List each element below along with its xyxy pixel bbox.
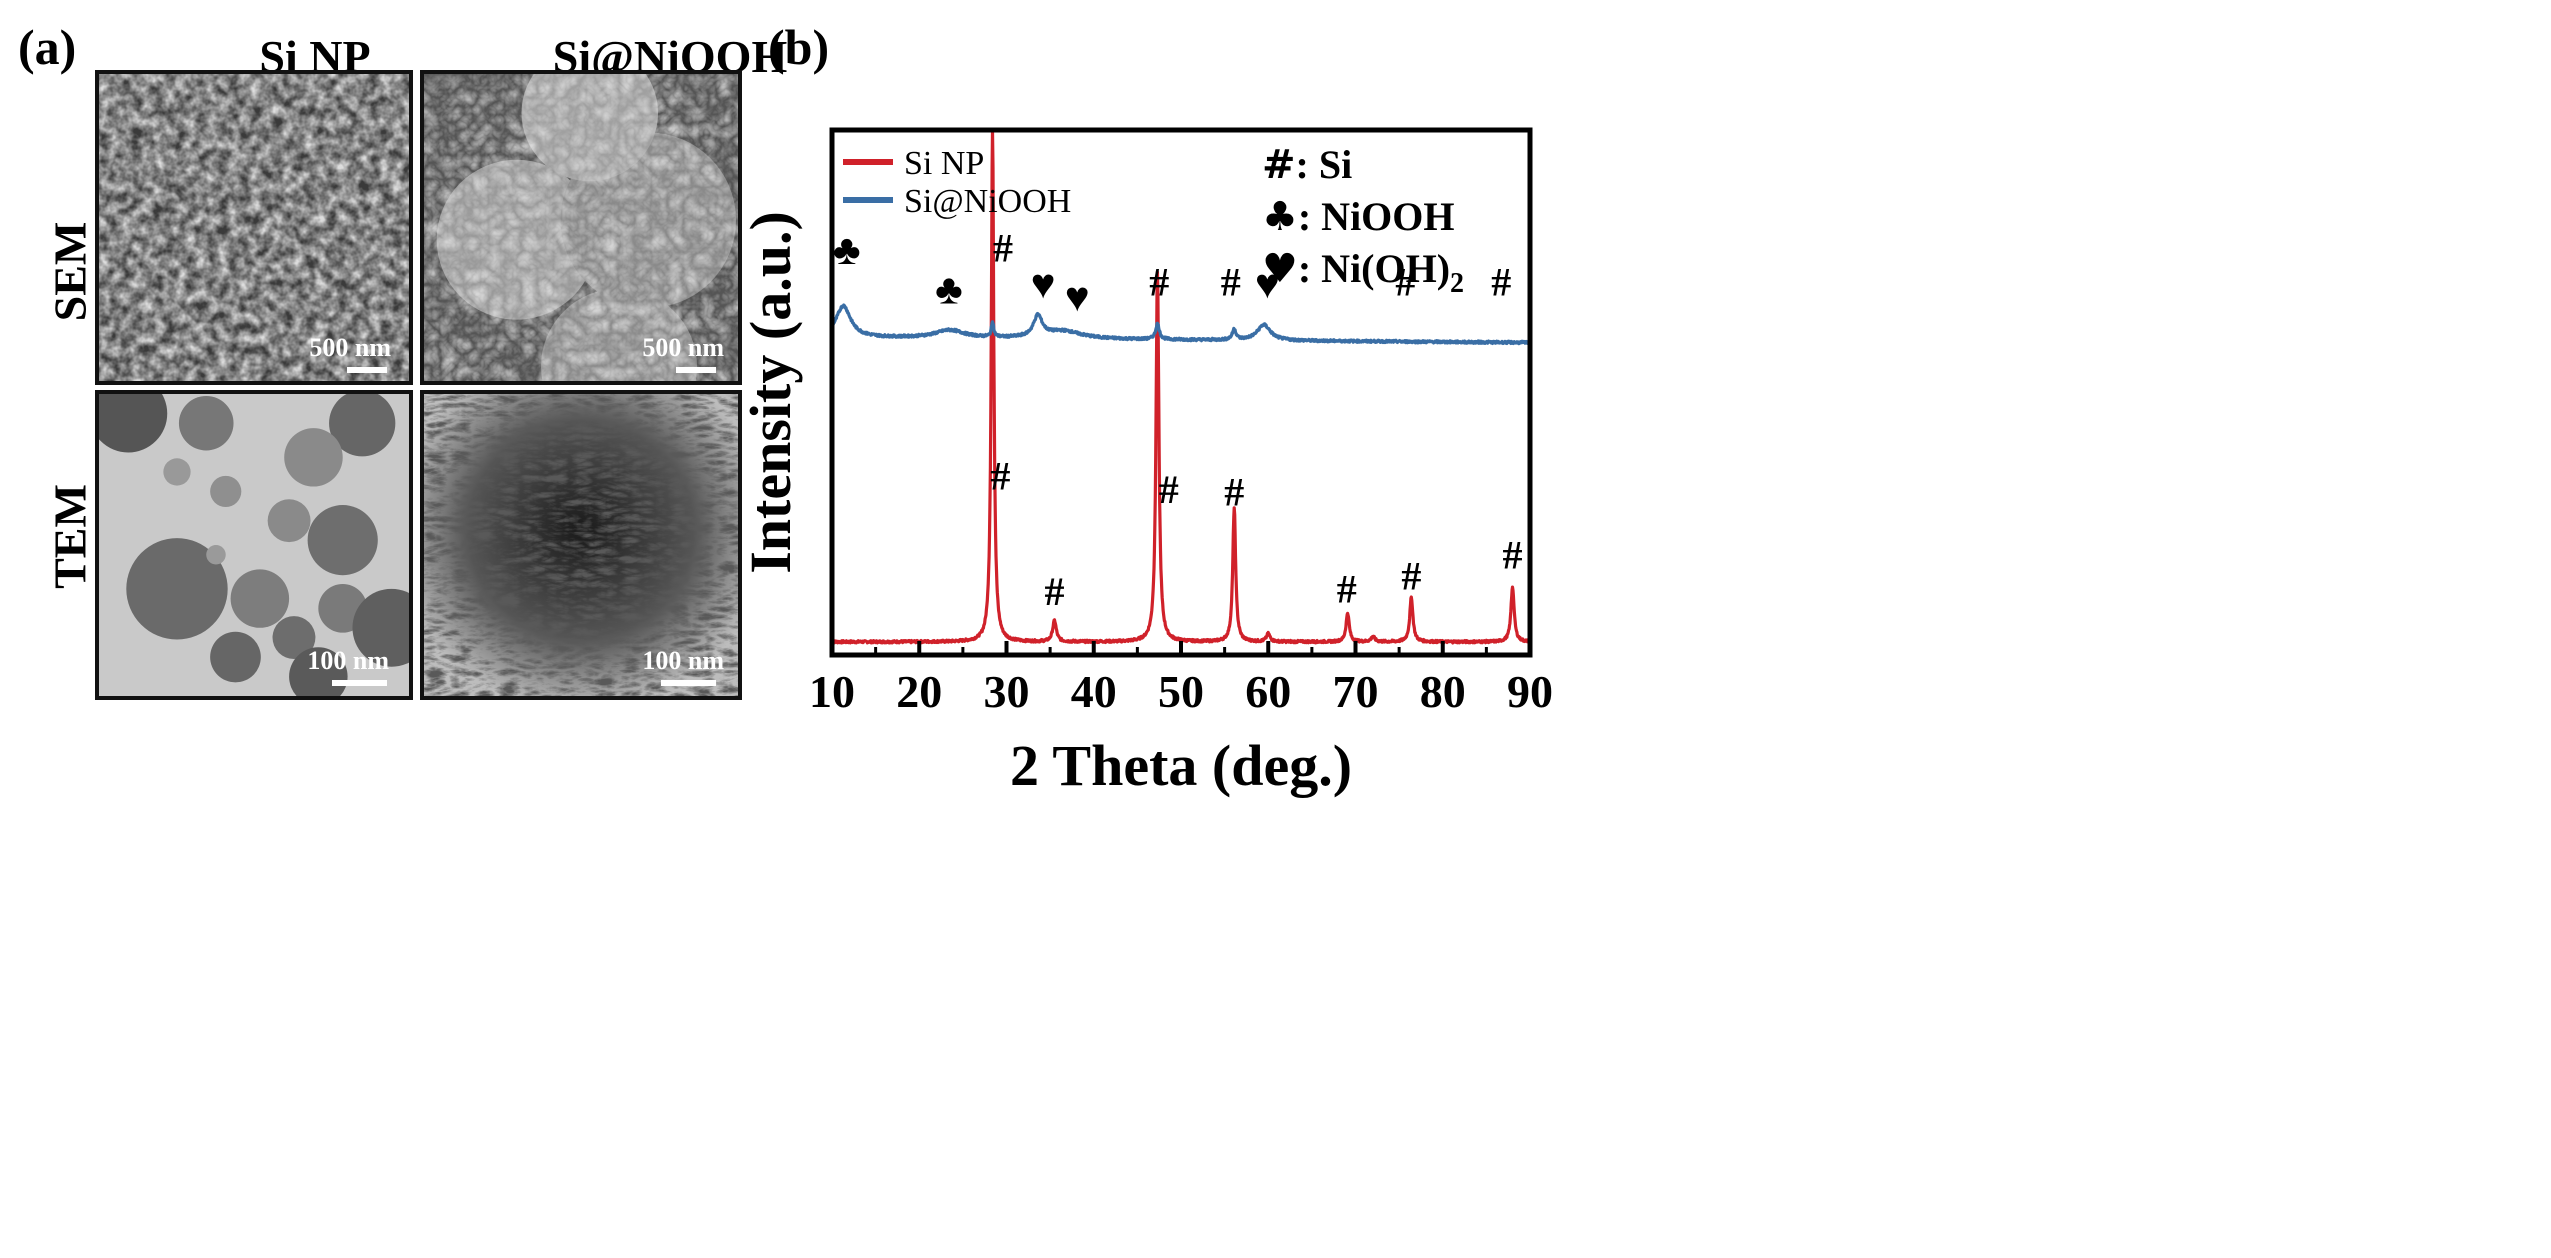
peak-annotation: #: [1503, 532, 1523, 577]
tem-si-niooh-image: 100 nm: [420, 390, 742, 700]
marker-key-entry: ♥: Ni(OH)2: [1262, 246, 1464, 299]
plot-layer: [830, 129, 1532, 645]
sem-si-np-image: 500 nm: [95, 70, 413, 385]
peak-annotation: #: [1491, 259, 1511, 304]
peak-annotation: #: [1221, 259, 1241, 304]
peak-annotation: #: [1401, 553, 1421, 598]
series-line-si-niooh: [830, 303, 1532, 346]
peak-annotation: #: [1224, 469, 1244, 514]
peak-annotation: ♥: [1031, 262, 1056, 308]
x-tick-label: 50: [1158, 666, 1204, 717]
peak-annotation: #: [990, 454, 1010, 499]
tem-si-np-scale-bar: [332, 680, 387, 686]
panel-b-letter: (b): [768, 19, 830, 75]
marker-key: #: Si ♣: NiOOH ♥: Ni(OH)2: [1262, 142, 1464, 299]
x-tick-label: 90: [1507, 666, 1553, 717]
peak-annotation: ♣: [833, 228, 861, 274]
sem-si-niooh-image: 500 nm: [420, 70, 742, 385]
peak-annotation: ♥: [1065, 275, 1090, 321]
y-axis-label: Intensity (a.u.): [738, 211, 803, 574]
peak-annotation: #: [1395, 259, 1415, 304]
peak-annotation: #: [993, 225, 1013, 270]
legend-label: Si NP: [904, 145, 984, 182]
x-tick-label: 40: [1071, 666, 1117, 717]
peak-annotation: ♣: [935, 267, 963, 313]
sem-si-np-scale-label: 500 nm: [309, 333, 391, 362]
x-tick-label: 70: [1333, 666, 1379, 717]
peak-annotation: ♥: [1255, 262, 1280, 308]
sem-si-np-scale-bar: [347, 367, 387, 373]
sem-si-niooh-scale-label: 500 nm: [642, 333, 724, 362]
tem-si-np-image: 100 nm: [95, 390, 413, 700]
tem-si-niooh-scale-label: 100 nm: [642, 646, 724, 675]
peak-annotation: #: [1159, 467, 1179, 512]
tem-si-np-scale-label: 100 nm: [307, 646, 389, 675]
marker-key-entry: ♣: NiOOH: [1262, 194, 1455, 240]
peak-annotation: #: [1337, 567, 1357, 612]
panel-a-letter: (a): [18, 19, 77, 75]
series-line-si-np: [830, 129, 1532, 645]
tem-si-niooh-scale-bar: [661, 680, 716, 686]
x-tick-label: 10: [809, 666, 855, 717]
x-tick-label: 80: [1420, 666, 1466, 717]
peak-annotations: ♣♣#♥ ♥ # # ♥ # #### ## # #: [833, 225, 1522, 614]
x-tick-label: 30: [984, 666, 1030, 717]
peak-annotation: #: [1044, 569, 1064, 614]
sem-si-niooh-scale-bar: [676, 367, 716, 373]
x-tick-label: 20: [896, 666, 942, 717]
x-axis-label: 2 Theta (deg.): [1010, 733, 1352, 798]
marker-key-entry: #: Si: [1262, 142, 1352, 188]
legend-label: Si@NiOOH: [904, 183, 1071, 220]
tick-layer: 10 20 30 40 50 60 70 80 90: [809, 641, 1553, 717]
peak-annotation: #: [1149, 259, 1169, 304]
x-tick-label: 60: [1245, 666, 1291, 717]
